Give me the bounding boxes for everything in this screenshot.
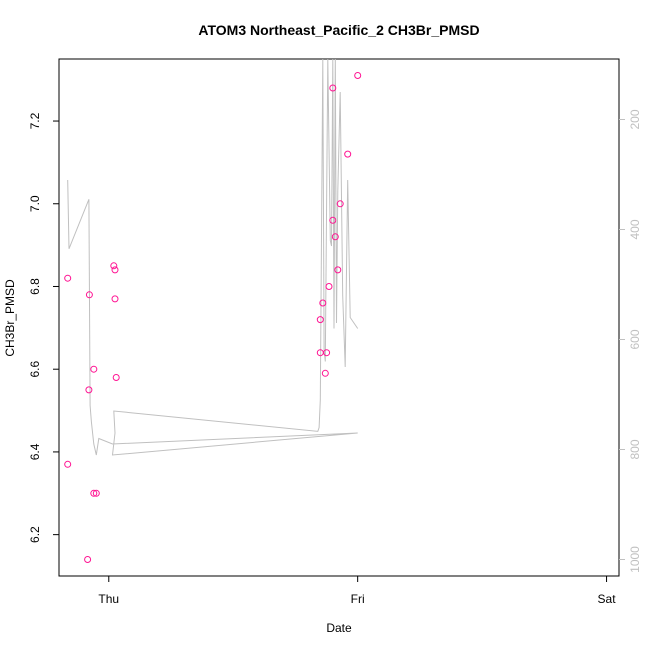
data-point xyxy=(84,556,92,563)
y-tick-label: 6.2 xyxy=(28,526,42,543)
data-point xyxy=(325,283,333,290)
series-line-layer xyxy=(67,59,359,456)
data-point xyxy=(111,295,119,303)
x-tick-label: Fri xyxy=(351,592,365,606)
y2-tick-label: 600 xyxy=(628,329,642,349)
data-point xyxy=(334,266,342,274)
y-tick-label: 6.6 xyxy=(28,361,42,378)
data-point xyxy=(323,349,331,357)
x-tick-label: Thu xyxy=(98,592,119,606)
data-point xyxy=(111,266,119,274)
data-point xyxy=(90,489,98,497)
plot-frame xyxy=(58,58,620,577)
data-point xyxy=(316,316,324,324)
data-point xyxy=(110,262,118,270)
y2-tick-label: 200 xyxy=(628,109,642,129)
y2-tick-label: 800 xyxy=(628,439,642,459)
data-point xyxy=(329,216,337,224)
y2-tick-label: 1000 xyxy=(628,546,642,573)
y2-tick-label: 400 xyxy=(628,219,642,239)
data-point xyxy=(64,460,72,468)
y-tick-label: 7.2 xyxy=(28,112,42,129)
data-point xyxy=(85,291,93,299)
y-tick-label: 7.0 xyxy=(28,195,42,212)
data-point xyxy=(319,299,327,307)
x-axis-label: Date xyxy=(326,621,352,635)
data-point xyxy=(354,72,362,79)
x-tick-label: Sat xyxy=(598,592,617,606)
data-point xyxy=(90,365,98,373)
data-point xyxy=(321,369,329,377)
data-point xyxy=(344,150,352,158)
y-tick-label: 6.4 xyxy=(28,443,42,460)
series-points-layer xyxy=(64,72,362,563)
chart-title: ATOM3 Northeast_Pacific_2 CH3Br_PMSD xyxy=(198,22,479,38)
axes-layer: 6.2 6.4 6.6 6.8 7.0 7.2 200 400 600 800 1000 Thu Fri… xyxy=(28,109,642,606)
series-line xyxy=(67,59,359,456)
data-point xyxy=(85,386,93,394)
data-point xyxy=(331,233,339,241)
data-point xyxy=(336,200,344,208)
data-point xyxy=(92,489,100,497)
data-point xyxy=(112,374,120,381)
y-tick-label: 6.8 xyxy=(28,278,42,295)
y-axis-label: CH3Br_PMSD xyxy=(3,279,17,357)
data-point xyxy=(64,274,72,282)
data-point xyxy=(329,84,337,92)
